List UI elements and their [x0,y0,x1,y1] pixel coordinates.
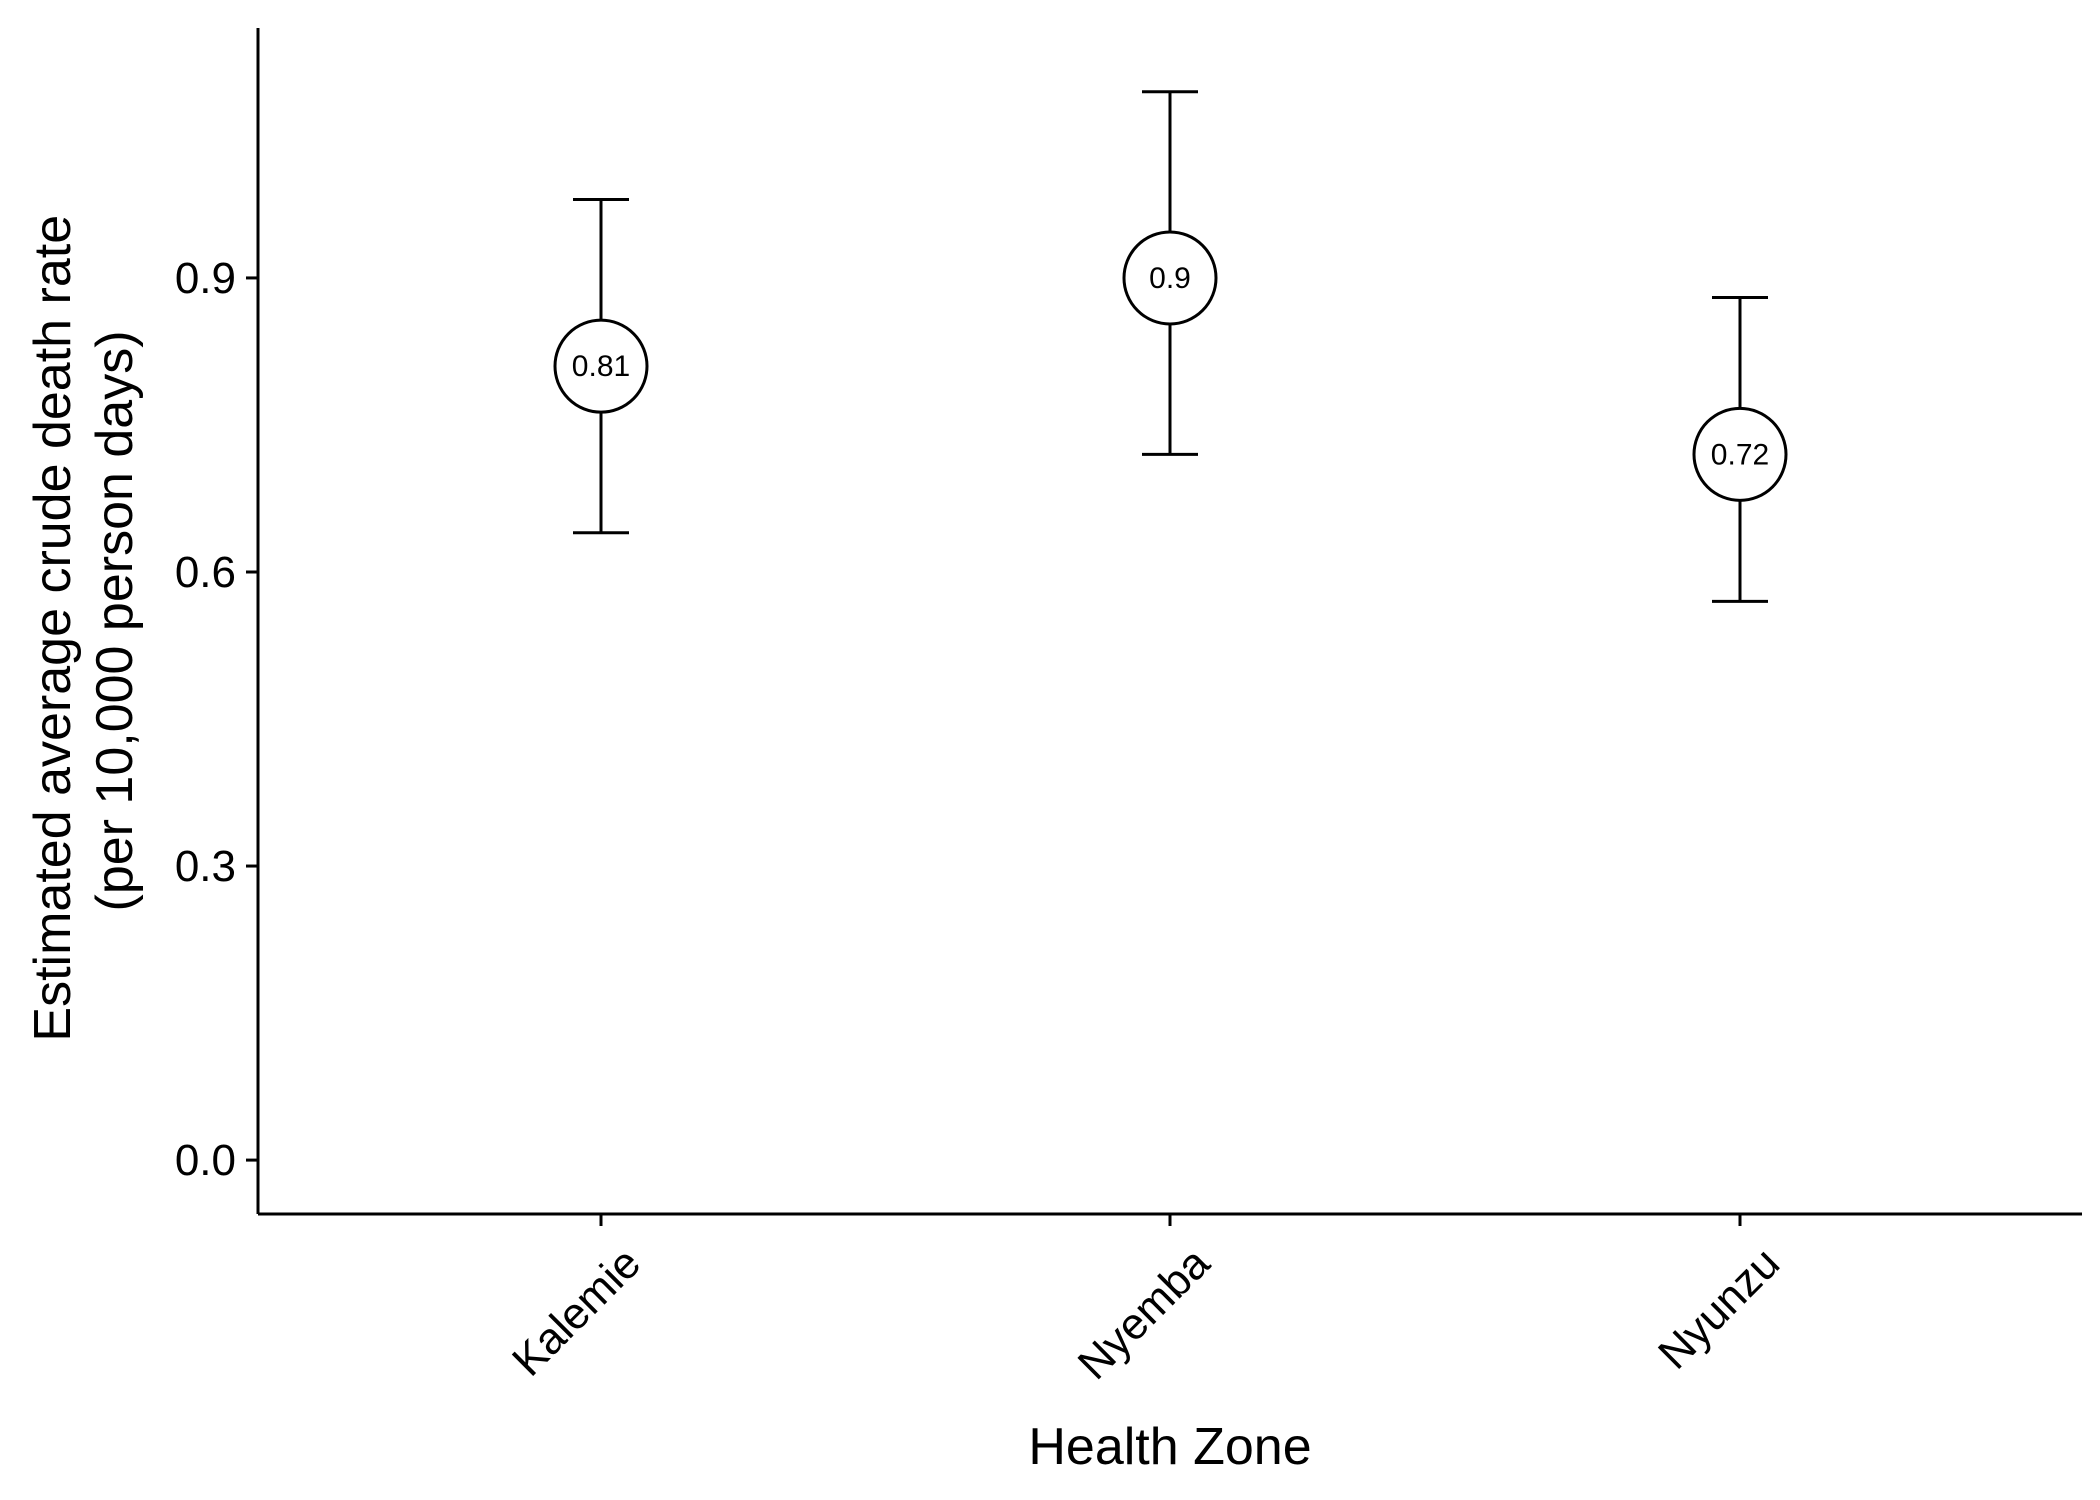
y-axis-title-line-1: Estimated average crude death rate [24,215,82,1042]
y-tick-label: 0.9 [175,254,236,303]
data-point-nyemba [1122,230,1218,326]
y-axis-ticks: 0.0 0.3 0.6 0.9 [175,254,258,1185]
y-axis-title: Estimated average crude death rate (per … [24,200,144,1041]
x-tick-label-nyunzu: Nyunzu [1649,1238,1789,1378]
y-axis-title-line-2: (per 10,000 person days) [86,330,144,911]
error-bars [573,90,1768,603]
data-label-kalemie: 0.81 [572,350,630,383]
y-tick-label: 0.3 [175,842,236,891]
x-axis-title: Health Zone [1028,1418,1311,1476]
data-point-kalemie [553,318,649,414]
x-tick-label-kalemie: Kalemie [503,1238,650,1385]
data-label-nyemba: 0.9 [1149,262,1191,295]
x-tick-label-nyemba: Nyemba [1069,1238,1220,1389]
y-tick-label: 0.6 [175,548,236,597]
data-label-nyunzu: 0.72 [1711,438,1769,471]
data-point-nyunzu [1692,406,1788,502]
x-axis-ticks: Kalemie Nyemba Nyunzu [503,1214,1789,1389]
data-points: 0.81 0.9 0.72 [553,230,1788,502]
y-tick-label: 0.0 [175,1136,236,1185]
